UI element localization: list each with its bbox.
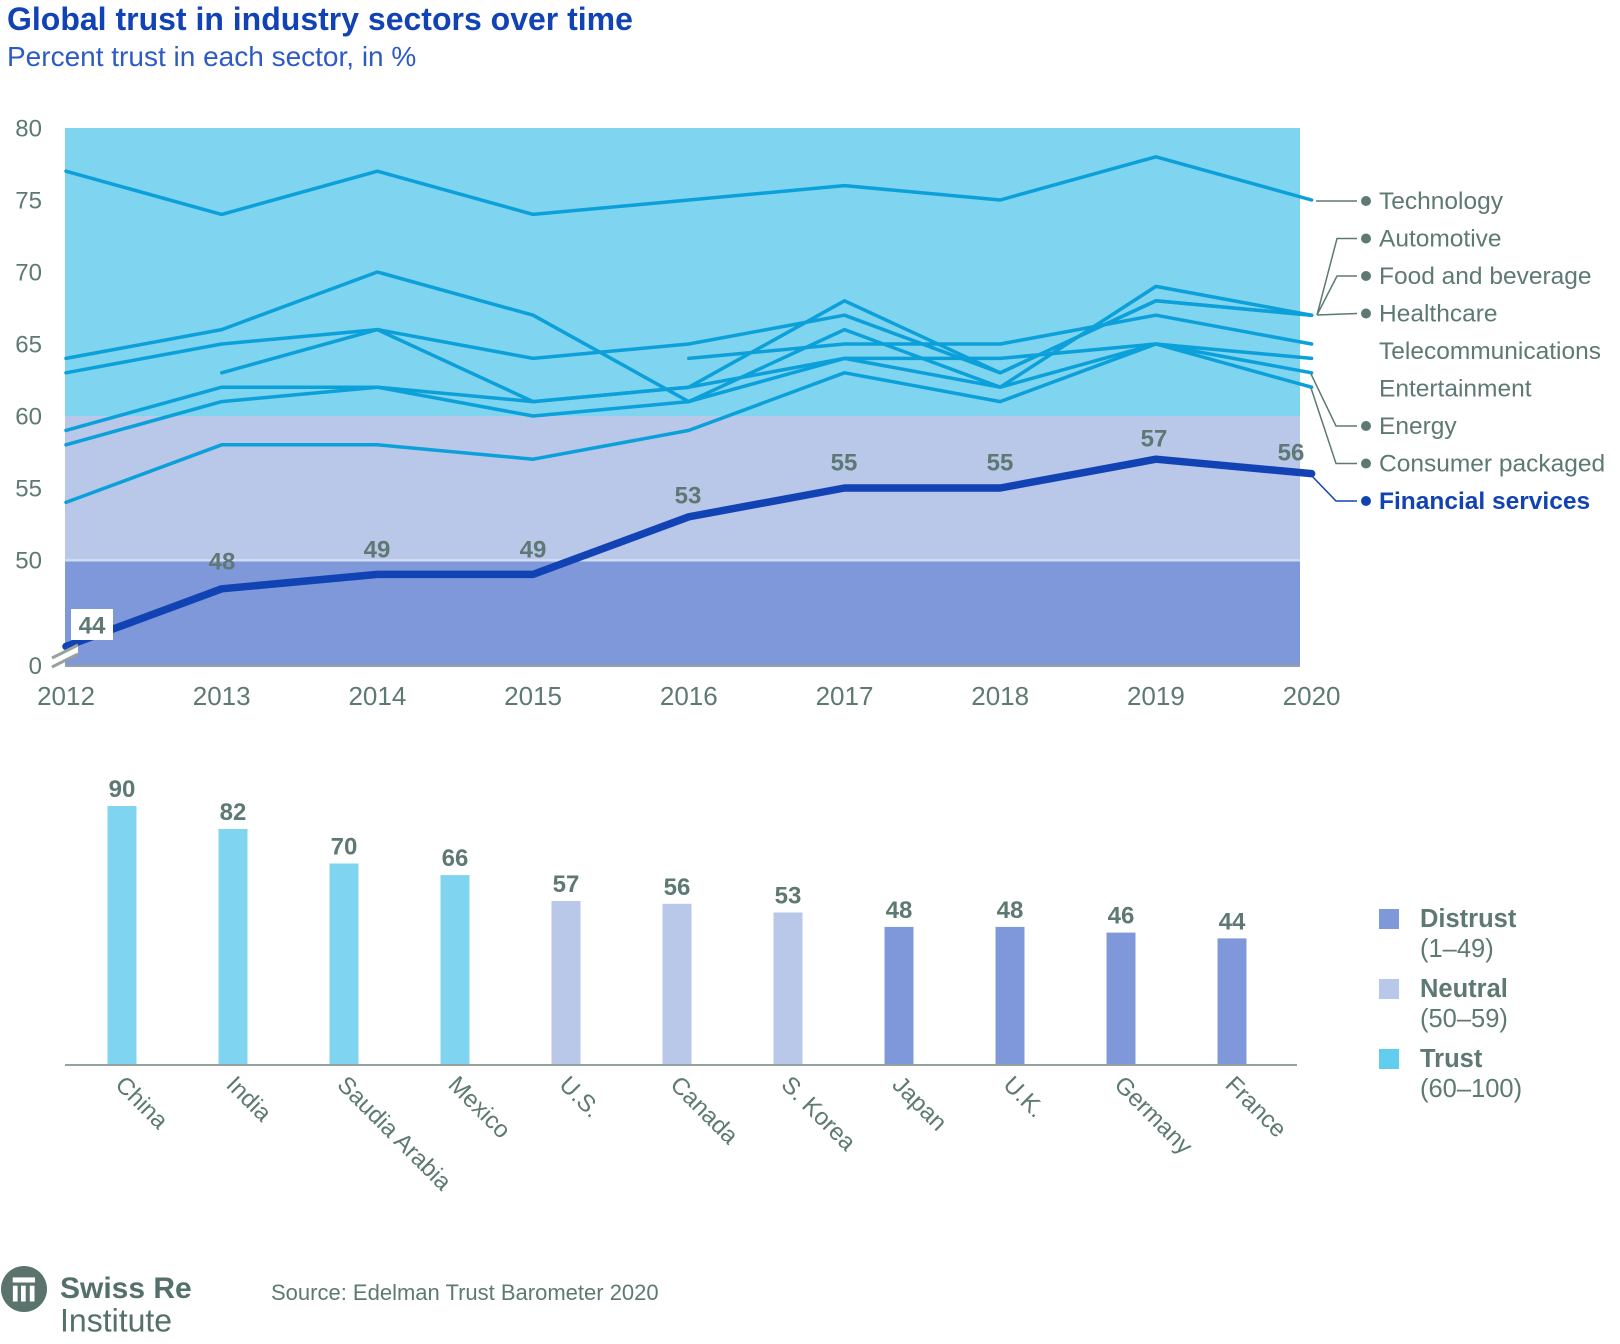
svg-text:Entertainment: Entertainment <box>1379 376 1532 403</box>
svg-text:Institute: Institute <box>60 1303 172 1339</box>
svg-text:Telecommunications: Telecommunications <box>1379 338 1601 365</box>
svg-text:Swiss Re: Swiss Re <box>60 1272 192 1305</box>
svg-text:70: 70 <box>331 834 358 861</box>
svg-text:65: 65 <box>15 332 42 359</box>
svg-text:46: 46 <box>1108 903 1135 930</box>
svg-text:(50–59): (50–59) <box>1420 1005 1508 1033</box>
svg-text:80: 80 <box>15 116 42 143</box>
svg-text:56: 56 <box>664 874 691 901</box>
svg-text:2019: 2019 <box>1127 681 1185 711</box>
svg-text:Consumer packaged: Consumer packaged <box>1379 451 1605 478</box>
svg-text:0: 0 <box>29 653 42 680</box>
svg-text:Food and beverage: Food and beverage <box>1379 263 1592 290</box>
svg-text:82: 82 <box>220 799 247 826</box>
svg-text:60: 60 <box>15 404 42 431</box>
svg-text:48: 48 <box>209 549 236 576</box>
svg-text:Healthcare: Healthcare <box>1379 301 1497 328</box>
svg-text:Trust: Trust <box>1420 1045 1483 1073</box>
svg-text:Global trust in industry secto: Global trust in industry sectors over ti… <box>7 1 633 37</box>
svg-text:49: 49 <box>520 537 547 564</box>
svg-text:Energy: Energy <box>1379 413 1457 440</box>
svg-text:55: 55 <box>831 450 858 477</box>
svg-text:55: 55 <box>15 476 42 503</box>
svg-text:70: 70 <box>15 260 42 287</box>
svg-text:(60–100): (60–100) <box>1420 1075 1522 1103</box>
svg-text:53: 53 <box>675 483 702 510</box>
svg-text:49: 49 <box>364 537 391 564</box>
svg-text:2016: 2016 <box>660 681 718 711</box>
svg-text:Percent trust in each sector,: Percent trust in each sector, in % <box>7 41 416 72</box>
svg-text:2020: 2020 <box>1283 681 1341 711</box>
svg-text:66: 66 <box>442 845 469 872</box>
svg-text:Financial services: Financial services <box>1379 488 1590 515</box>
svg-text:75: 75 <box>15 188 42 215</box>
svg-text:2018: 2018 <box>971 681 1029 711</box>
svg-text:55: 55 <box>987 450 1014 477</box>
svg-text:48: 48 <box>997 897 1024 924</box>
svg-text:2012: 2012 <box>37 681 95 711</box>
svg-text:2014: 2014 <box>348 681 406 711</box>
svg-text:Source: Edelman Trust Baromete: Source: Edelman Trust Barometer 2020 <box>271 1280 659 1305</box>
svg-text:Neutral: Neutral <box>1420 975 1508 1003</box>
svg-text:48: 48 <box>886 897 913 924</box>
svg-text:44: 44 <box>1219 908 1246 935</box>
svg-text:57: 57 <box>553 871 580 898</box>
svg-text:Distrust: Distrust <box>1420 905 1517 933</box>
svg-text:56: 56 <box>1278 440 1305 467</box>
svg-text:(1–49): (1–49) <box>1420 935 1494 963</box>
svg-text:2015: 2015 <box>504 681 562 711</box>
svg-text:2013: 2013 <box>193 681 251 711</box>
svg-text:50: 50 <box>15 548 42 575</box>
svg-text:2017: 2017 <box>816 681 874 711</box>
svg-text:57: 57 <box>1141 426 1168 453</box>
svg-text:90: 90 <box>109 776 136 803</box>
svg-text:53: 53 <box>775 883 802 910</box>
svg-text:Automotive: Automotive <box>1379 226 1502 253</box>
svg-text:Technology: Technology <box>1379 188 1504 215</box>
svg-text:44: 44 <box>79 613 106 640</box>
